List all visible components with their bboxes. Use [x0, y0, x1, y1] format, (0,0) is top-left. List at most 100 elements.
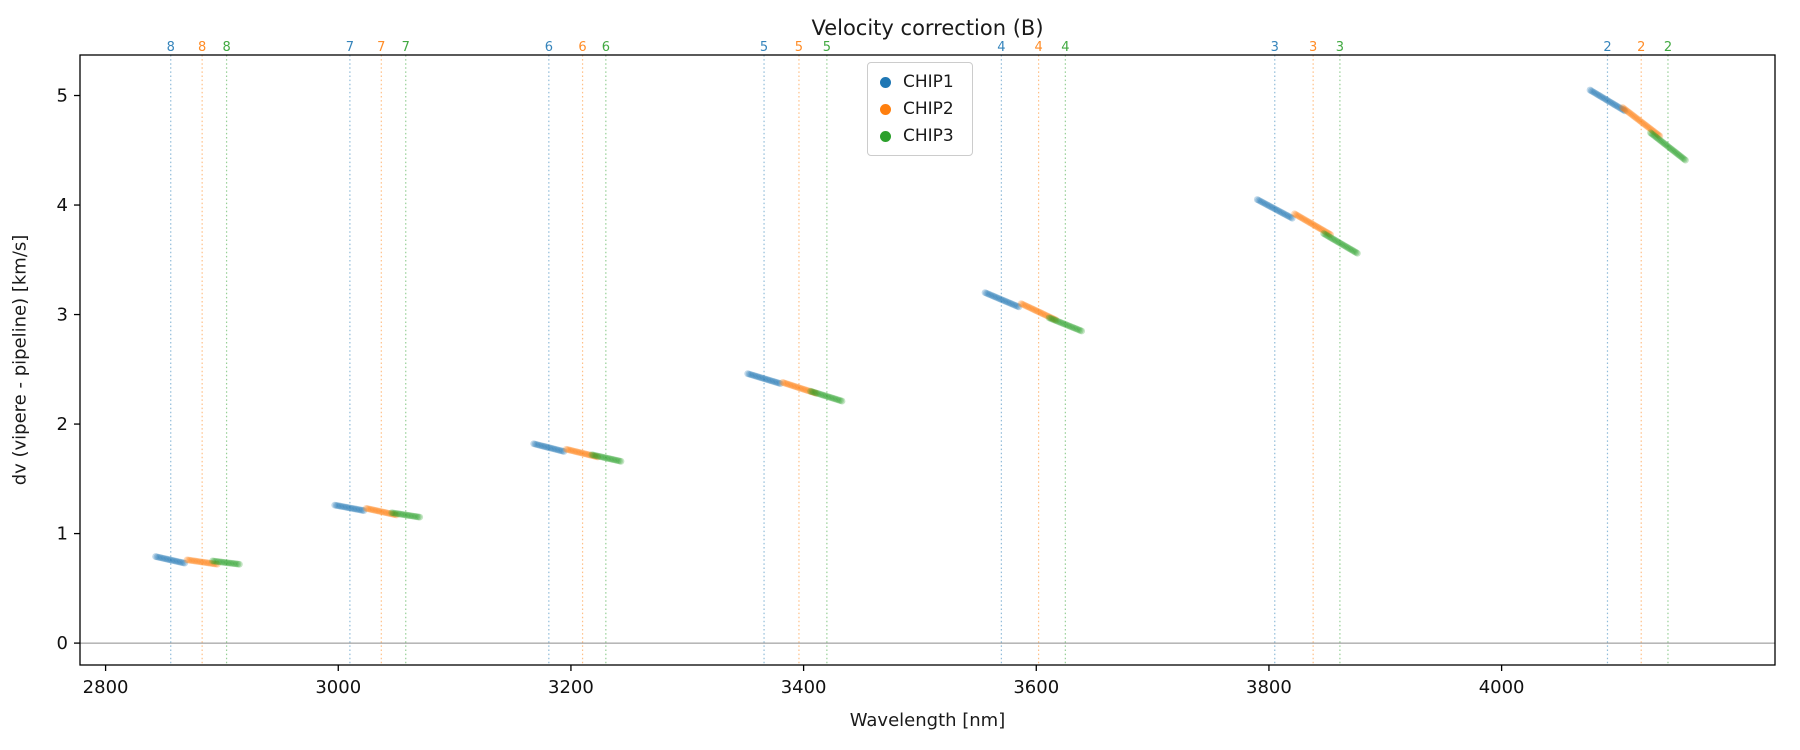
scatter-point [1334, 238, 1342, 246]
scatter-point [406, 512, 413, 519]
scatter-point [345, 504, 353, 512]
scatter-point [1284, 212, 1292, 220]
scatter-point [1626, 109, 1634, 117]
scatter-point [198, 558, 206, 566]
scatter-point [575, 448, 583, 456]
order-number-label: 4 [1061, 40, 1069, 55]
scatter-point [201, 559, 209, 566]
scatter-point [1625, 108, 1633, 116]
scatter-point [1078, 327, 1086, 335]
scatter-point [750, 372, 757, 379]
scatter-point [988, 292, 996, 300]
scatter-point [811, 389, 819, 396]
y-tick-label: 0 [57, 633, 68, 654]
scatter-point [348, 504, 356, 512]
scatter-point [1267, 203, 1275, 211]
scatter-point [1670, 147, 1678, 155]
scatter-point [1616, 104, 1624, 112]
scatter-point [1292, 211, 1300, 218]
y-tick-label: 1 [57, 524, 68, 545]
scatter-point [600, 453, 607, 461]
scatter-point [800, 385, 808, 393]
scatter-point [1628, 111, 1636, 119]
scatter-point [1054, 317, 1061, 325]
scatter-point [162, 555, 170, 563]
scatter-point [234, 560, 242, 568]
scatter-point [1017, 300, 1025, 307]
scatter-point [820, 391, 827, 399]
scatter-point [1603, 96, 1611, 104]
scatter-point [1609, 100, 1617, 108]
scatter-point [757, 374, 764, 381]
scatter-point [832, 395, 840, 403]
scatter-point [1265, 202, 1273, 210]
scatter-point [1652, 133, 1660, 141]
scatter-point [1270, 204, 1277, 212]
scatter-point [185, 556, 192, 564]
scatter-point [1337, 239, 1344, 247]
scatter-point [1009, 301, 1017, 308]
scatter-point [1027, 304, 1034, 312]
scatter-point [1338, 240, 1346, 248]
scatter-point [1322, 231, 1330, 239]
scatter-point [1295, 212, 1302, 220]
scatter-point [1331, 236, 1339, 244]
scatter-point [587, 451, 594, 459]
scatter-point [1325, 230, 1333, 238]
scatter-point [604, 454, 612, 462]
order-number-label: 7 [346, 40, 354, 55]
scatter-point [1680, 155, 1688, 163]
scatter-point [1005, 299, 1013, 307]
scatter-point [1654, 130, 1661, 138]
scatter-point [416, 513, 424, 521]
scatter-point [1615, 103, 1622, 111]
scatter-point [1642, 121, 1649, 129]
scatter-point [1047, 315, 1054, 322]
scatter-point [1319, 226, 1327, 234]
scatter-point [1288, 214, 1296, 222]
scatter-point [169, 557, 177, 564]
scatter-point [1647, 129, 1654, 137]
scatter-point [1654, 134, 1661, 142]
scatter-point [374, 507, 382, 515]
scatter-point [1644, 123, 1652, 131]
scatter-point [377, 508, 384, 515]
scatter-point [1257, 198, 1265, 206]
scatter-point [984, 290, 992, 298]
scatter-point [207, 559, 215, 567]
scatter-point [1649, 131, 1657, 138]
scatter-point [1052, 317, 1060, 325]
scatter-point [1040, 310, 1048, 318]
scatter-point [611, 456, 619, 464]
scatter-point [408, 512, 416, 520]
scatter-point [1298, 214, 1306, 222]
legend-entry-chip1: CHIP1 [880, 72, 954, 92]
scatter-point [1611, 101, 1618, 109]
scatter-point [554, 446, 562, 454]
scatter-point [568, 447, 576, 455]
scatter-point [1307, 220, 1315, 227]
scatter-point [1315, 224, 1323, 232]
scatter-point [592, 452, 600, 460]
scatter-point [1668, 145, 1675, 153]
scatter-point [813, 390, 820, 397]
scatter-point [1613, 102, 1621, 110]
scatter-point [1598, 93, 1606, 101]
x-tick-label: 4000 [1479, 677, 1525, 698]
scatter-point [1663, 142, 1671, 149]
scatter-point [543, 443, 551, 451]
scatter-point [1350, 247, 1357, 255]
scatter-point [1055, 318, 1063, 326]
scatter-point [1275, 207, 1283, 215]
scatter-point [1032, 307, 1040, 314]
scatter-point [362, 504, 370, 512]
scatter-point [200, 558, 208, 566]
scatter-point [213, 560, 221, 568]
order-number-label: 2 [1603, 40, 1611, 55]
scatter-point [1639, 119, 1647, 127]
scatter-point [1658, 138, 1666, 146]
order-number-label: 4 [1034, 40, 1042, 55]
scatter-point [1649, 127, 1657, 134]
scatter-point [1324, 229, 1332, 237]
legend-entry-chip3: CHIP3 [880, 126, 954, 146]
